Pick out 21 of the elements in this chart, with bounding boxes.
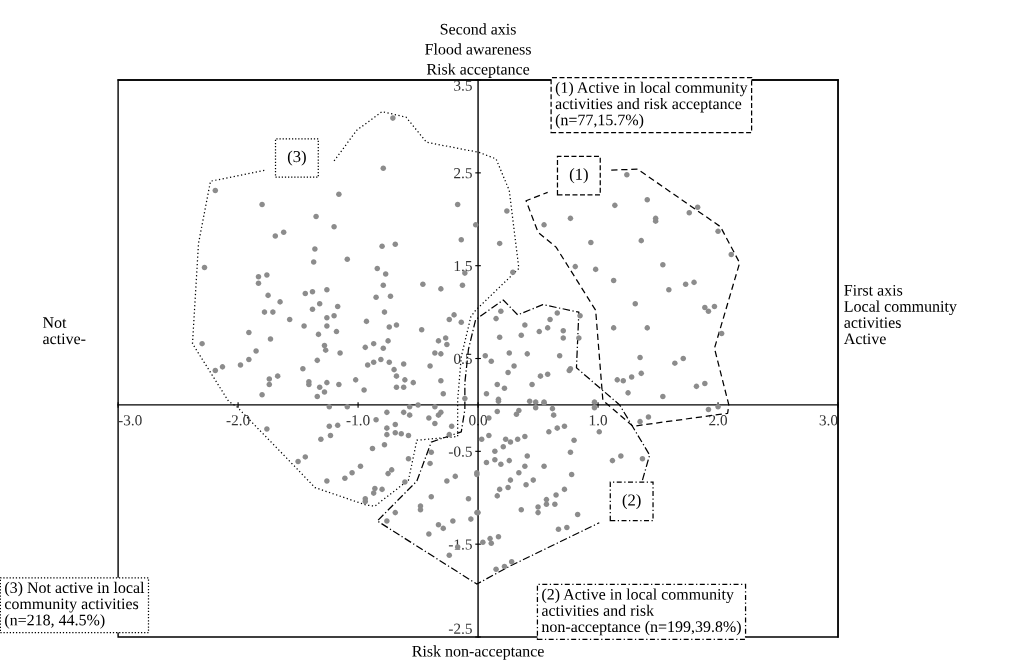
text: First axis Local community activities Active — [843, 284, 957, 345]
annotation: (2) Active in local community activities and risk non-acceptance (n=199,39.8%) — [541, 588, 741, 636]
y-tick-label: -0.5 — [448, 446, 472, 457]
annotation: (1) — [569, 168, 588, 184]
y-tick-label: 1.5 — [454, 260, 472, 272]
x-tick-label: -2.0 — [226, 415, 250, 426]
x-tick-label: -3.0 — [118, 415, 142, 426]
x-tick-label: -1.0 — [346, 415, 370, 426]
annotation: (1) Active in local community activities and risk acceptance (n=77,15.7%) — [555, 81, 748, 129]
text: Risk non-acceptance — [412, 645, 544, 660]
annotation: (2) — [622, 493, 641, 510]
annotation: (3) Not active in local community activities (n=218, 44.5%) — [4, 581, 145, 629]
x-tick-label: 2.0 — [709, 415, 728, 426]
chart-title: Second axis Flood awareness Risk acceptance — [425, 23, 531, 78]
y-tick-label: 0.5 — [454, 353, 472, 365]
text: Not active- — [42, 317, 86, 345]
y-tick-label: 3.5 — [454, 80, 472, 91]
y-tick-label: 2.5 — [454, 168, 472, 179]
annotation: (3) — [287, 150, 306, 166]
x-tick-label: 1.0 — [589, 415, 608, 426]
y-tick-label: -2.5 — [448, 623, 472, 634]
